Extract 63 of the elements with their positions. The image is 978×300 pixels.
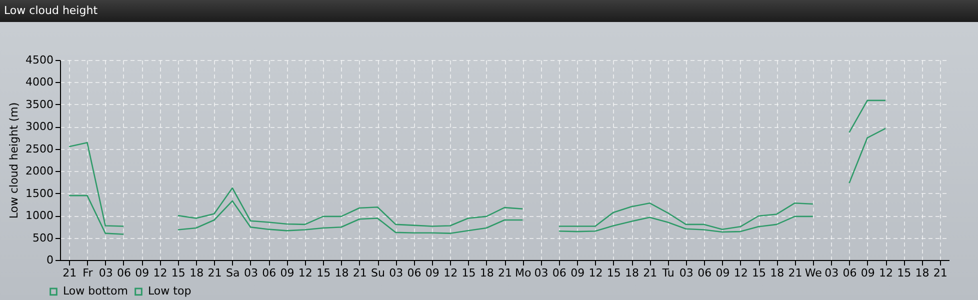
x-tick-label: 18: [190, 266, 204, 280]
x-tick-label: 03: [824, 266, 839, 280]
x-tick-label: 18: [480, 266, 494, 280]
x-tick-label: 15: [171, 266, 186, 280]
x-tick-label: We: [804, 266, 822, 280]
x-tick-label: Sa: [226, 266, 240, 280]
x-tick-label: 21: [788, 266, 802, 280]
x-tick-label: 03: [389, 266, 404, 280]
x-tick-label: 06: [262, 266, 276, 280]
x-tick-label: 12: [298, 266, 312, 280]
x-tick-label: Fr: [82, 266, 94, 280]
x-tick-label: 06: [117, 266, 131, 280]
x-tick-label: 21: [643, 266, 658, 280]
x-tick-label: 03: [534, 266, 548, 280]
x-tick-label: 09: [716, 266, 730, 280]
y-tick-label: 1000: [26, 209, 54, 222]
y-tick-label: 2500: [26, 142, 54, 156]
y-tick-label: 2000: [26, 164, 54, 178]
x-tick-label: 18: [770, 266, 784, 280]
x-tick-label: 18: [915, 266, 930, 280]
x-tick-label: 12: [588, 266, 603, 280]
y-axis-title: Low cloud height (m): [8, 102, 21, 219]
x-tick-label: 06: [842, 266, 857, 280]
x-tick-label: 09: [570, 266, 585, 280]
x-tick-label: 21: [208, 266, 222, 280]
x-tick-label: 12: [734, 266, 748, 280]
x-tick-label: 06: [552, 266, 566, 280]
y-tick-label: 3000: [26, 120, 54, 134]
x-tick-label: 12: [444, 266, 458, 280]
x-tick-label: 06: [698, 266, 712, 280]
y-tick-label: 4500: [26, 54, 54, 66]
y-tick-label: 3500: [26, 98, 54, 111]
x-tick-label: 03: [244, 266, 258, 280]
x-tick-label: 15: [606, 266, 621, 280]
y-tick-label: 0: [46, 254, 54, 266]
x-tick-label: 09: [425, 266, 440, 280]
x-tick-label: Mo: [515, 266, 532, 280]
x-tick-label: Tu: [661, 266, 674, 280]
x-tick-label: 12: [153, 266, 168, 280]
x-tick-label: 15: [752, 266, 766, 280]
x-tick-label: 21: [62, 266, 77, 280]
x-tick-label: 03: [679, 266, 694, 280]
x-tick-label: 03: [98, 266, 113, 280]
legend-label: Low top: [148, 284, 192, 298]
x-tick-label: 21: [498, 266, 512, 280]
x-tick-label: 18: [334, 266, 349, 280]
legend-label: Low bottom: [63, 284, 128, 298]
x-tick-label: 09: [280, 266, 294, 280]
x-tick-label: 09: [860, 266, 875, 280]
x-tick-label: 18: [625, 266, 639, 280]
x-tick-label: 12: [879, 266, 893, 280]
x-tick-label: 15: [462, 266, 476, 280]
x-tick-label: 21: [933, 266, 948, 280]
x-tick-label: 15: [897, 266, 912, 280]
x-tick-label: 21: [352, 266, 367, 280]
x-tick-label: 06: [407, 266, 422, 280]
x-tick-label: 09: [135, 266, 150, 280]
y-tick-label: 500: [32, 231, 54, 244]
x-tick-label: Su: [371, 266, 385, 280]
x-tick-label: 15: [316, 266, 331, 280]
chart-title: Low cloud height: [0, 0, 978, 22]
y-tick-label: 4000: [26, 76, 54, 89]
y-tick-label: 1500: [26, 186, 54, 200]
